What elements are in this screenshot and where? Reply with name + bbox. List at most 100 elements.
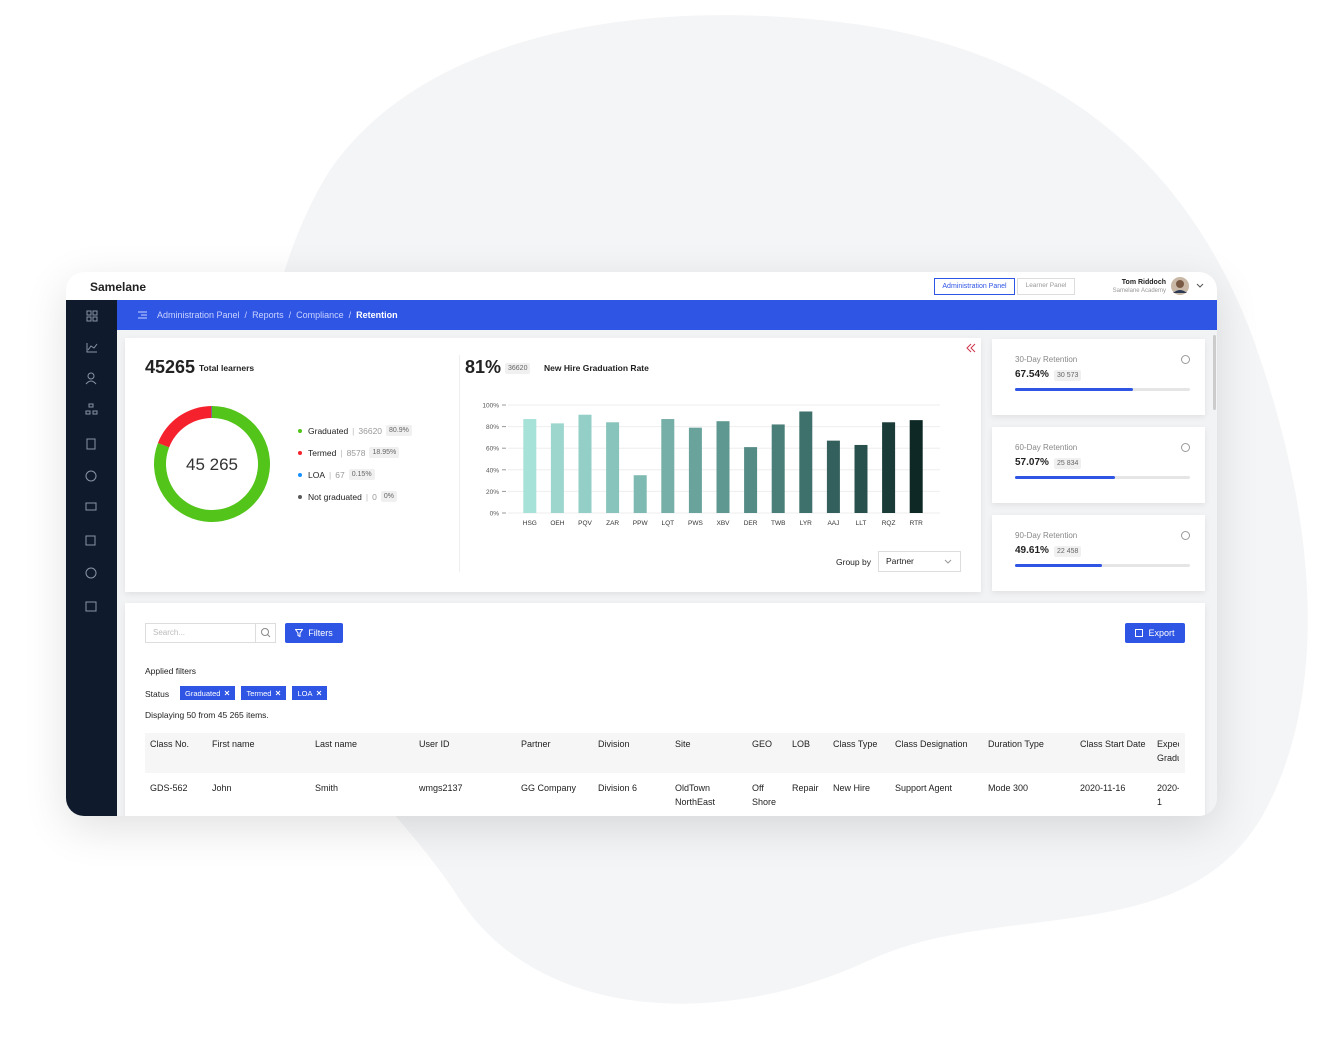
top-header — [66, 272, 1217, 300]
x-tick-label: PQV — [578, 520, 592, 527]
retention-count: 25 834 — [1054, 458, 1082, 469]
legend-percent: 80.9% — [386, 425, 412, 436]
retention-card: 90-Day Retention 49.61% 22 458 — [992, 515, 1205, 591]
legend-separator: | — [329, 469, 332, 480]
y-tick-label: 60% — [486, 446, 499, 453]
filter-chip[interactable]: Termed — [241, 686, 287, 700]
legend-name: Not graduated — [308, 491, 362, 502]
donut-center-label: 45 265 — [186, 455, 238, 474]
bar — [688, 427, 702, 513]
x-tick-label: LYR — [800, 520, 812, 527]
x-tick-label: PWS — [688, 520, 703, 527]
filters-text: Filters — [308, 627, 333, 638]
admin-tab[interactable]: Administration Panel — [934, 278, 1015, 295]
retention-title: 90-Day Retention — [1015, 531, 1078, 540]
retention-card: 60-Day Retention 57.07% 25 834 — [992, 427, 1205, 503]
legend-count: 0 — [372, 491, 377, 502]
crumb[interactable]: Reports — [252, 310, 284, 320]
app-window: Samelane Administration Panel Learner Pa… — [66, 272, 1217, 816]
column-header: Class Designation — [895, 739, 968, 749]
table-cell: 2020-11-16 — [1080, 783, 1126, 793]
chip-remove-cross — [276, 690, 281, 696]
y-tick-label: 0% — [490, 511, 500, 518]
progress-fill — [1015, 564, 1102, 567]
pie-slice — [211, 406, 212, 419]
retention-value: 57.07% — [1015, 457, 1049, 468]
menu-icon[interactable] — [137, 310, 149, 320]
legend-row: Not graduated | 0 0% — [298, 491, 397, 502]
legend-percent: 0% — [380, 491, 397, 502]
displaying-text: Displaying 50 from 45 265 items. — [145, 710, 269, 720]
bar — [716, 421, 730, 513]
sidebar-icons — [85, 310, 98, 612]
breadcrumb-bar — [117, 300, 1217, 330]
group-by-label: Group by — [836, 557, 871, 567]
scrollbar[interactable] — [1213, 335, 1216, 410]
status-label: Status — [145, 689, 170, 699]
crumb-separator: / — [288, 310, 292, 320]
table-cell: Mode 300 — [988, 783, 1029, 793]
filter-chip[interactable]: Graduated — [180, 686, 236, 700]
info-icon — [1181, 355, 1190, 364]
column-header: Class No. — [150, 739, 190, 749]
chip-remove — [276, 690, 281, 696]
column-header: Class Start Date — [1080, 739, 1146, 749]
column-header: Partner — [521, 739, 551, 749]
table-header-row — [145, 733, 1185, 773]
column-header: Site — [675, 739, 691, 749]
bar — [826, 440, 840, 513]
column-header: User ID — [419, 739, 450, 749]
bar — [661, 419, 675, 513]
x-tick-label: AAJ — [827, 520, 839, 527]
legend-row: Termed | 8578 18.95% — [298, 447, 400, 458]
export-button[interactable]: Export — [1125, 623, 1185, 643]
rate-label: New Hire Graduation Rate — [544, 363, 649, 373]
retention-title: 30-Day Retention — [1015, 355, 1078, 364]
legend-dot — [298, 494, 302, 499]
divider — [459, 355, 460, 572]
retention-title: 60-Day Retention — [1015, 443, 1078, 452]
table-cell: New Hire — [833, 783, 871, 793]
info-icon — [1181, 531, 1190, 540]
filter-chip[interactable]: LOA — [292, 686, 328, 700]
column-header: Division — [598, 739, 630, 749]
crumb-current: Retention — [356, 310, 398, 320]
chip-remove — [317, 690, 322, 696]
export-text: Export — [1148, 627, 1175, 638]
table-cell: wmgs2137 — [419, 783, 463, 793]
retention-value: 49.61% — [1015, 545, 1049, 556]
chip-remove — [225, 690, 230, 696]
progress-track — [1015, 388, 1190, 391]
crumb-separator: / — [244, 310, 248, 320]
applied-label: Applied filters — [145, 666, 197, 676]
crumb[interactable]: Administration Panel — [157, 310, 240, 320]
user-avatar[interactable] — [1170, 276, 1210, 296]
filters-button[interactable]: Filters — [285, 623, 343, 643]
legend-separator: | — [352, 425, 355, 436]
x-tick-label: OEH — [550, 520, 564, 527]
table-cell: GG Company — [521, 783, 577, 793]
group-by-value: Partner — [886, 556, 914, 567]
search-button[interactable] — [255, 623, 276, 643]
retention-count: 30 573 — [1054, 370, 1082, 381]
chip-remove-cross — [225, 690, 230, 696]
learner-tab[interactable]: Learner Panel — [1017, 278, 1075, 295]
crumb-separator: / — [348, 310, 352, 320]
table-cell: Smith — [315, 783, 339, 793]
progress-fill — [1015, 476, 1115, 479]
sidebar — [66, 300, 117, 816]
collapse-button[interactable] — [965, 342, 977, 354]
x-tick-label: HSG — [523, 520, 537, 527]
table-cell: Division 6 — [598, 783, 638, 793]
progress-fill — [1015, 388, 1134, 391]
bar — [606, 422, 620, 513]
column-header: GEO — [752, 739, 773, 749]
chip-remove-cross — [317, 690, 322, 696]
group-by-select[interactable]: Partner — [878, 551, 961, 572]
legend-name: Termed — [308, 447, 337, 458]
user-org: Samelane Academy — [1112, 288, 1166, 294]
legend-row: Graduated | 36620 80.9% — [298, 425, 412, 436]
total-value: 45265 — [145, 357, 196, 377]
crumb[interactable]: Compliance — [296, 310, 344, 320]
column-header: Class Type — [833, 739, 878, 749]
